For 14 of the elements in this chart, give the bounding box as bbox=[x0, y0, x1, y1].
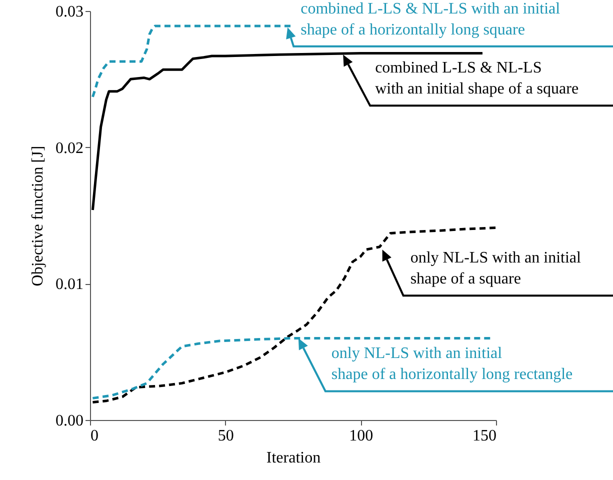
x-tick-label: 100 bbox=[349, 428, 374, 444]
y-axis-title: Objective function [J] bbox=[30, 146, 46, 286]
y-tick-label: 0.00 bbox=[56, 412, 84, 430]
annotation: combined L-LS & NL-LS with an initial shape of a horizontally long square bbox=[300, 0, 561, 38]
annotation: combined L-LS & NL-LS with an initial shape of a square bbox=[375, 60, 579, 98]
y-tick-label: 0.01 bbox=[56, 276, 84, 294]
x-tick-label: 50 bbox=[218, 428, 234, 444]
annotation: only NL-LS with an initial shape of a square bbox=[410, 250, 582, 288]
x-tick-label: 150 bbox=[472, 428, 496, 444]
x-tick-label: 0 bbox=[90, 428, 98, 444]
annotation: only NL-LS with an initial shape of a horizontally long rectangle bbox=[331, 345, 573, 384]
x-axis-title: Iteration bbox=[266, 450, 321, 466]
y-tick-label: 0.03 bbox=[56, 4, 84, 20]
y-tick-label: 0.02 bbox=[56, 140, 84, 157]
